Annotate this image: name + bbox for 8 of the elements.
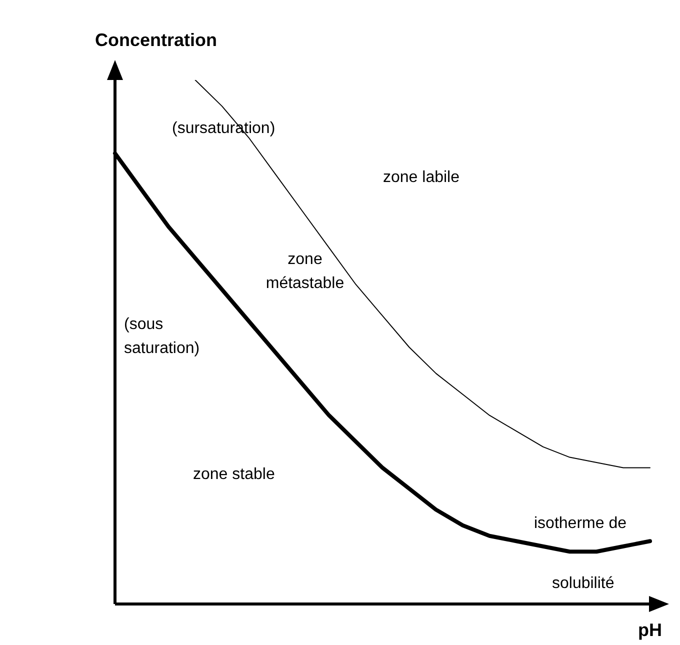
annotation: isotherme de <box>534 514 628 534</box>
annotation: zone labile <box>383 168 460 188</box>
annotation: (sous saturation) <box>124 315 201 359</box>
annotation: zone métastable <box>264 250 346 294</box>
y-axis-title: Concentration <box>95 30 218 51</box>
annotation: zone stable <box>193 465 276 485</box>
annotation: solubilité <box>552 574 616 594</box>
x-axis-title: pH <box>638 620 662 641</box>
